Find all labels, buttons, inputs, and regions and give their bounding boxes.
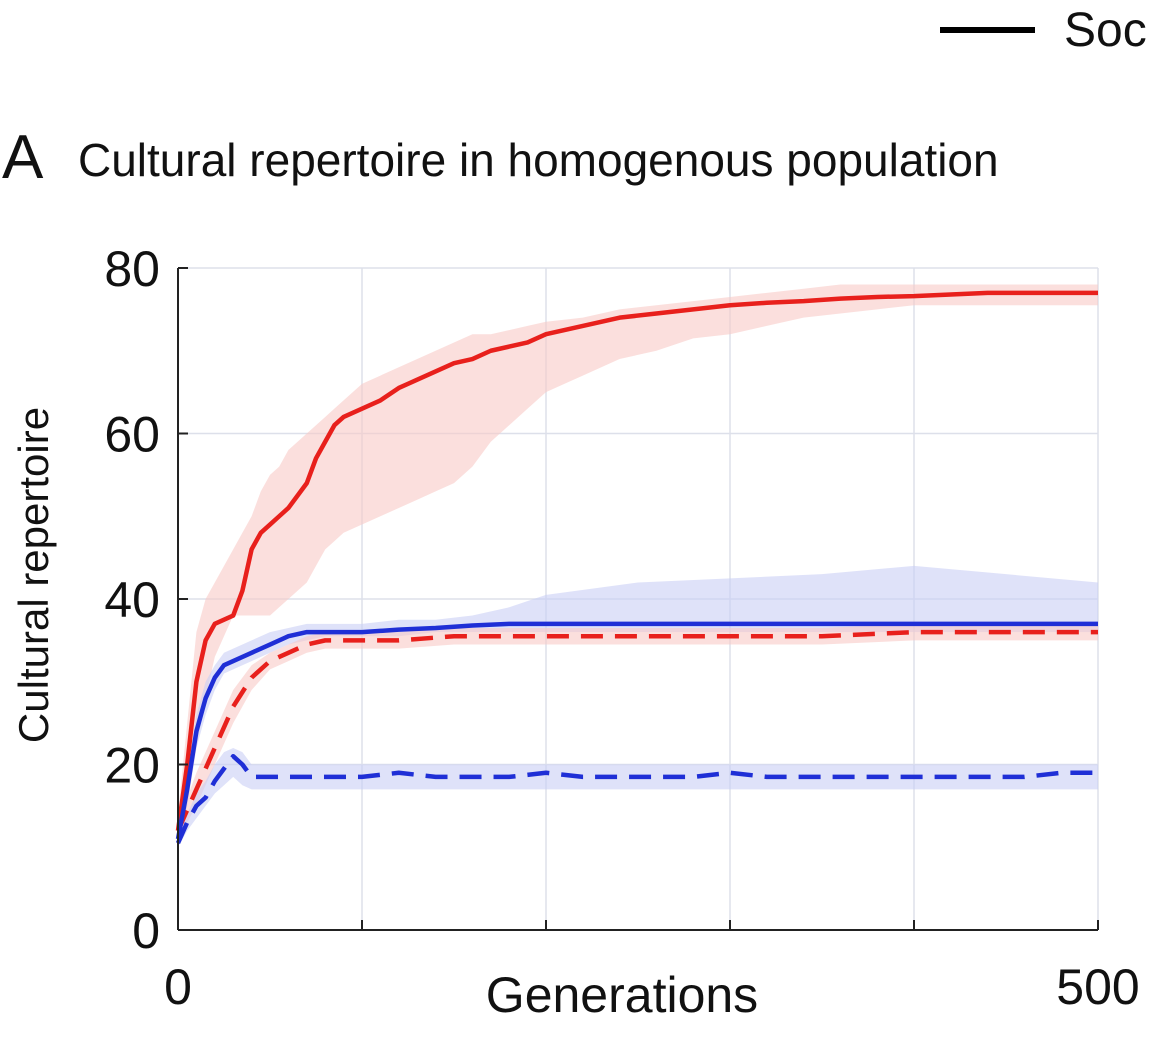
y-tick-label-2: 40 [104,572,160,628]
tick-labels: 0 20 40 60 80 0 500 [104,241,1139,1015]
x-tick-label-0: 0 [164,959,192,1015]
y-axis-label: Cultural repertoire [10,407,57,743]
series-line-0 [175,290,1098,832]
confidence-bands [178,284,1098,848]
series-band-1 [178,565,1098,848]
y-tick-label-4: 80 [104,241,160,297]
series-lines [175,290,1098,845]
series-band-3 [178,747,1098,848]
series-band-2 [178,623,1098,839]
legend-label: Soc [1064,4,1147,57]
x-axis-label: Generations [486,967,758,1023]
panel-letter: A [2,123,44,192]
series-line-1 [175,621,1098,840]
x-tick-label-5: 500 [1056,959,1139,1015]
series-band-0 [178,284,1098,848]
series-line-3 [175,753,1098,845]
axes [177,267,1099,931]
y-tick-label-0: 0 [132,903,160,959]
y-tick-label-1: 20 [104,738,160,794]
series-line-2 [175,629,1098,832]
chart-title: Cultural repertoire in homogenous popula… [78,134,999,186]
y-tick-label-3: 60 [104,407,160,463]
